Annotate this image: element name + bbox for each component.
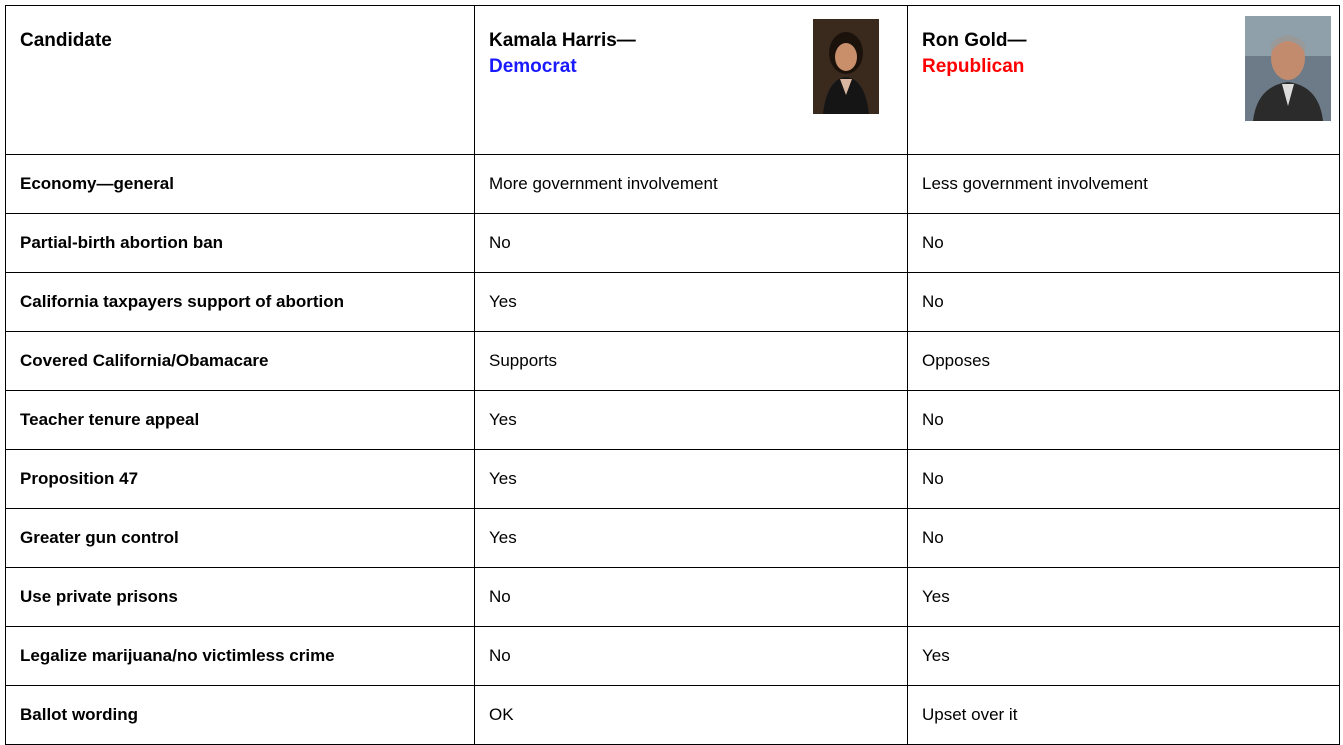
row-label: Covered California/Obamacare [6, 332, 475, 391]
row-label: Legalize marijuana/no victimless crime [6, 627, 475, 686]
cell: Yes [908, 627, 1340, 686]
cell: Upset over it [908, 686, 1340, 745]
row-label: Teacher tenure appeal [6, 391, 475, 450]
page: Candidate Kamala Harris— Democrat Ron Go… [0, 0, 1343, 734]
header-cell: Ron Gold— Republican [908, 6, 1340, 155]
cell: No [475, 627, 908, 686]
cell: No [908, 391, 1340, 450]
row-label: Greater gun control [6, 509, 475, 568]
header-cell: Candidate [6, 6, 475, 155]
cell: Supports [475, 332, 908, 391]
cell: No [908, 214, 1340, 273]
cell: Yes [475, 509, 908, 568]
candidate-photo [813, 19, 879, 114]
header-cell: Kamala Harris— Democrat [475, 6, 908, 155]
row-label: Partial-birth abortion ban [6, 214, 475, 273]
header-row: Candidate Kamala Harris— Democrat Ron Go… [6, 6, 1340, 155]
cell: No [475, 214, 908, 273]
comparison-table: Candidate Kamala Harris— Democrat Ron Go… [5, 5, 1340, 745]
cell: No [908, 450, 1340, 509]
cell: Yes [475, 450, 908, 509]
cell: No [908, 273, 1340, 332]
cell: Yes [475, 273, 908, 332]
table-row: California taxpayers support of abortion… [6, 273, 1340, 332]
cell: No [908, 509, 1340, 568]
cell: Opposes [908, 332, 1340, 391]
row-label: California taxpayers support of abortion [6, 273, 475, 332]
cell: Yes [475, 391, 908, 450]
cell: More government involvement [475, 155, 908, 214]
row-label: Ballot wording [6, 686, 475, 745]
row-label: Proposition 47 [6, 450, 475, 509]
table-body: Candidate Kamala Harris— Democrat Ron Go… [6, 6, 1340, 745]
row-label: Use private prisons [6, 568, 475, 627]
row-label: Economy—general [6, 155, 475, 214]
cell: Yes [908, 568, 1340, 627]
cell: OK [475, 686, 908, 745]
header-label: Candidate [20, 30, 112, 51]
candidate-photo [1245, 16, 1331, 121]
cell: Less government involvement [908, 155, 1340, 214]
cell: No [475, 568, 908, 627]
